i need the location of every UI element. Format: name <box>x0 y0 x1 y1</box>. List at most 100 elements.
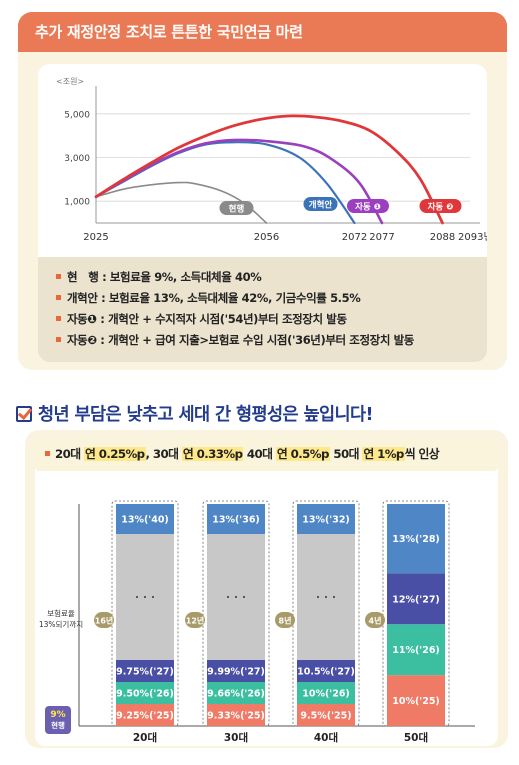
x-tick-label: 2025 <box>83 232 108 243</box>
stack-segment-gap <box>207 534 265 660</box>
category-label: 30대 <box>224 731 248 744</box>
y-axis-label: 13%되기까지 <box>39 620 83 629</box>
svg-text:현행: 현행 <box>51 720 65 730</box>
stack-segment-teal <box>297 682 355 704</box>
category-label: 50대 <box>404 731 428 744</box>
stack-column-2: 9.5%('25) 10%('26) 10.5%('27) · · · 13%('32) <box>292 500 360 727</box>
increase-summary: 20대 연 0.25%p, 30대 연 0.33%p 40대 연 0.5%p 5… <box>35 437 498 471</box>
contribution-card: 보험료율 13%되기까지 9% 현행 9.25%('25) 9.50%('26) 9.75%… <box>25 430 508 748</box>
legend-row-auto1: 자동❶ : 개혁안 + 수지적자 시점('54년)부터 조정장치 발동 <box>56 309 487 330</box>
fund-chart-panel: <조원> 1,000 3,000 5,000 2025 2056 2072 2077 2088 2… <box>38 64 487 362</box>
series-label: 자동 ❷ <box>428 202 454 213</box>
bullet-icon <box>56 337 61 342</box>
stack-segment-label: 11%('26) <box>392 645 440 656</box>
series-label: 자동 ❶ <box>355 202 381 213</box>
stack-segment-label: 9.50%('26) <box>116 689 174 700</box>
bullet-icon <box>56 274 61 279</box>
series-label-pill-1: 개혁안 <box>303 197 338 211</box>
checkbox-icon <box>16 406 32 422</box>
stack-segment-label: 13%('32) <box>302 515 350 526</box>
bullet-icon <box>56 316 61 321</box>
y-tick-label: 5,000 <box>64 110 90 120</box>
y-tick-label: 3,000 <box>64 154 90 164</box>
stack-segment-top <box>116 504 174 534</box>
contribution-chart-panel: 보험료율 13%되기까지 9% 현행 9.25%('25) 9.50%('26) 9.75%… <box>35 454 498 746</box>
y-unit-label: <조원> <box>56 77 84 86</box>
fund-section-title: 추가 재정안정 조치로 튼튼한 국민연금 마련 <box>18 12 507 52</box>
stack-outline <box>111 500 179 727</box>
stack-outline <box>292 500 360 727</box>
svg-text:9%: 9% <box>50 710 65 720</box>
stack-segment-label: · · · <box>135 591 155 604</box>
stack-segment-gap <box>297 534 355 660</box>
stack-segment-label: 9.5%('25) <box>300 711 351 722</box>
stack-segment-label: 9.66%('26) <box>207 689 265 700</box>
equity-section-title: 청년 부담은 낮추고 세대 간 형평성은 높입니다! <box>16 401 373 426</box>
fund-line-chart: <조원> 1,000 3,000 5,000 2025 2056 2072 2077 2088 2… <box>56 77 487 243</box>
stack-segment-gap <box>116 534 174 660</box>
bullet-icon <box>45 451 50 456</box>
stack-segment-purple <box>297 660 355 682</box>
stack-segment-purple <box>116 660 174 682</box>
stack-segment-salmon <box>297 704 355 726</box>
stack-segment-salmon <box>116 704 174 726</box>
x-tick-label: 2077 <box>369 232 394 243</box>
series-label-pill-2: 자동 ❶ <box>347 199 389 213</box>
stack-segment-label: 10%('26) <box>302 689 350 700</box>
bullet-icon <box>56 295 61 300</box>
series-label: 현행 <box>229 204 245 215</box>
stack-segment-label: 13%('36) <box>212 515 260 526</box>
series-label-pill-0: 현행 <box>219 201 254 215</box>
stack-segment-label: 9.33%('25) <box>207 711 265 722</box>
stack-segment-label: · · · <box>226 591 246 604</box>
current-rate-badge: 9%현행 <box>45 706 71 734</box>
stack-segment-teal <box>207 682 265 704</box>
series-label: 개혁안 <box>309 200 333 211</box>
legend-row-current: 현 행 : 보험료율 9%, 소득대체율 40% <box>56 267 487 288</box>
stack-segment-top <box>207 504 265 534</box>
years-to-13-badge: 16년 <box>94 612 114 628</box>
stack-outline <box>202 500 270 727</box>
stack-segment-salmon <box>387 675 445 726</box>
stack-segment-label: 9.25%('25) <box>116 711 174 722</box>
stack-segment-purple <box>387 573 445 625</box>
stack-column-0: 9.25%('25) 9.50%('26) 9.75%('27) · · · 13%('… <box>111 500 179 727</box>
series-line-3 <box>94 114 444 225</box>
x-tick-label: 2072 <box>342 232 367 243</box>
y-axis-label: 보험료율 <box>47 609 75 618</box>
contribution-bar-chart: 보험료율 13%되기까지 9%현행 9.25%('25) 9.50%('26) 9.75%… <box>39 500 475 744</box>
stack-column-3: 10%('25) 11%('26) 12%('27) 13%('28) <box>382 500 450 727</box>
stack-segment-label: 9.99%('27) <box>207 667 265 678</box>
svg-text:16년: 16년 <box>95 616 114 626</box>
stack-segment-top <box>387 504 445 574</box>
stack-segment-label: · · · <box>316 591 336 604</box>
stack-segment-label: 10%('25) <box>392 696 440 707</box>
fund-card: 추가 재정안정 조치로 튼튼한 국민연금 마련 <조원> 1,000 3,000 5,… <box>18 12 507 370</box>
stack-segment-label: 10.5%('27) <box>297 667 355 678</box>
svg-text:4년: 4년 <box>369 616 382 626</box>
stack-outline <box>382 500 450 727</box>
years-to-13-badge: 12년 <box>185 612 205 628</box>
legend-box: 현 행 : 보험료율 9%, 소득대체율 40% 개혁안 : 보험료율 13%,… <box>38 257 487 362</box>
y-tick-label: 1,000 <box>64 198 90 208</box>
x-tick-label: 2093년 <box>458 231 487 243</box>
stack-column-1: 9.33%('25) 9.66%('26) 9.99%('27) · · · 13%('… <box>202 500 270 727</box>
stack-segment-label: 9.75%('27) <box>116 667 174 678</box>
stack-segment-salmon <box>207 704 265 726</box>
stack-segment-label: 12%('27) <box>392 594 440 605</box>
series-line-2 <box>94 138 384 225</box>
x-tick-label: 2088 <box>430 232 455 243</box>
years-to-13-badge: 4년 <box>365 612 385 628</box>
stack-segment-label: 13%('28) <box>392 534 440 545</box>
category-label: 40대 <box>314 731 338 744</box>
x-tick-label: 2056 <box>254 232 279 243</box>
years-to-13-badge: 8년 <box>275 612 295 628</box>
legend-row-auto2: 자동❷ : 개혁안 + 급여 지출>보험료 수입 시점('36년)부터 조정장치… <box>56 330 487 351</box>
stack-segment-teal <box>116 682 174 704</box>
stack-segment-label: 13%('40) <box>121 515 169 526</box>
legend-row-reform: 개혁안 : 보험료율 13%, 소득대체율 42%, 기금수익률 5.5% <box>56 288 487 309</box>
stack-segment-top <box>297 504 355 534</box>
stack-segment-purple <box>207 660 265 682</box>
stack-segment-teal <box>387 624 445 676</box>
svg-text:8년: 8년 <box>279 616 292 626</box>
